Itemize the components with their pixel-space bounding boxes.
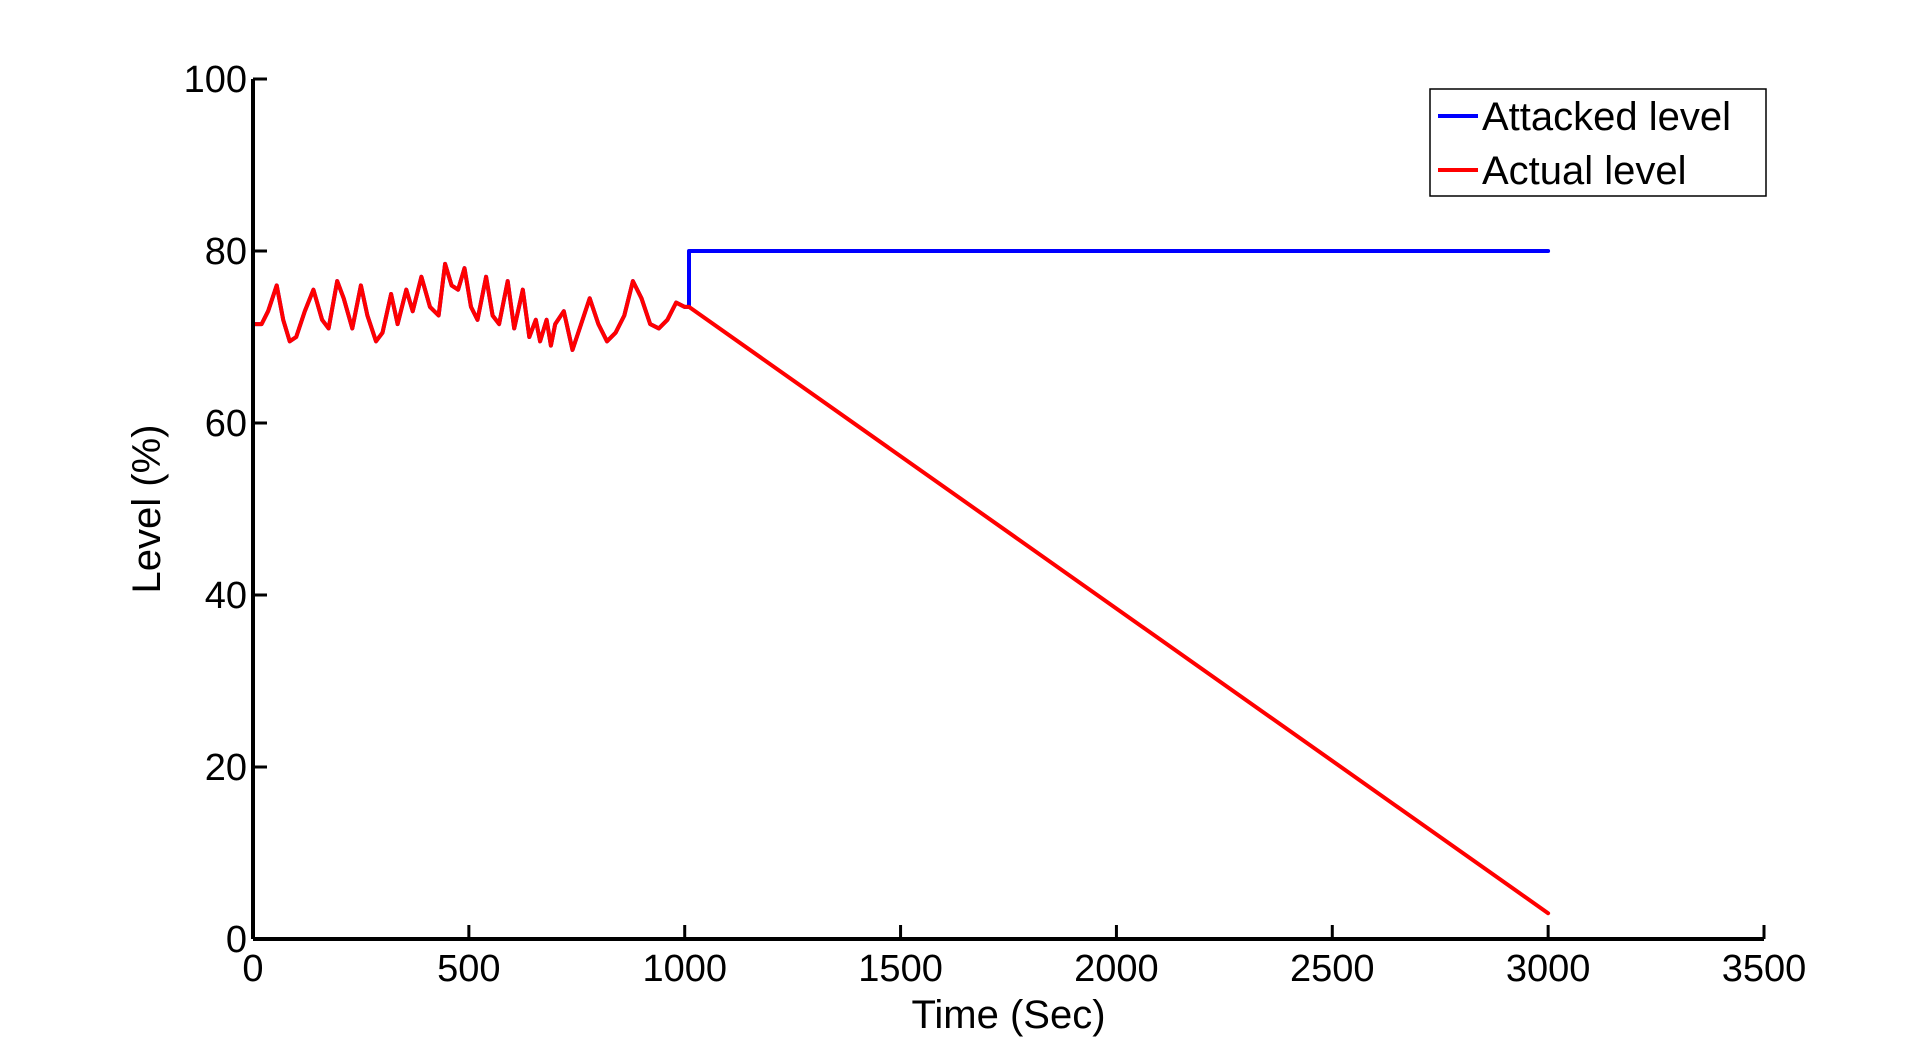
series-line-actual-level bbox=[251, 261, 1551, 916]
legend-entry-actual-level: Actual level bbox=[1482, 149, 1687, 193]
x-tick-label: 1000 bbox=[642, 948, 727, 990]
y-tick-label: 80 bbox=[205, 231, 247, 273]
x-tick-label: 2500 bbox=[1290, 948, 1375, 990]
x-tick-label: 3500 bbox=[1722, 948, 1807, 990]
x-tick-label: 500 bbox=[437, 948, 500, 990]
x-tick-label: 2000 bbox=[1074, 948, 1159, 990]
x-tick-label: 0 bbox=[242, 948, 263, 990]
legend: Attacked level Actual level bbox=[1429, 88, 1767, 197]
y-tick-label: 0 bbox=[226, 919, 247, 961]
y-tick-label: 60 bbox=[205, 403, 247, 445]
series-layer bbox=[251, 249, 1551, 916]
y-tick-label: 40 bbox=[205, 575, 247, 617]
x-tick-label: 1500 bbox=[858, 948, 943, 990]
x-tick-label: 3000 bbox=[1506, 948, 1591, 990]
y-tick-label: 20 bbox=[205, 747, 247, 789]
legend-entry-attacked-level: Attacked level bbox=[1482, 95, 1731, 139]
y-axis-title: Level (%) bbox=[125, 425, 169, 594]
legend-box bbox=[1429, 88, 1767, 197]
axes-layer bbox=[251, 79, 1764, 941]
ticks-layer: 0 500 1000 1500 2000 2500 3000 3500 0 20 40 60 80 100 bbox=[184, 59, 1807, 990]
x-axis-title: Time (Sec) bbox=[911, 993, 1105, 1037]
y-tick-label: 100 bbox=[184, 59, 247, 101]
